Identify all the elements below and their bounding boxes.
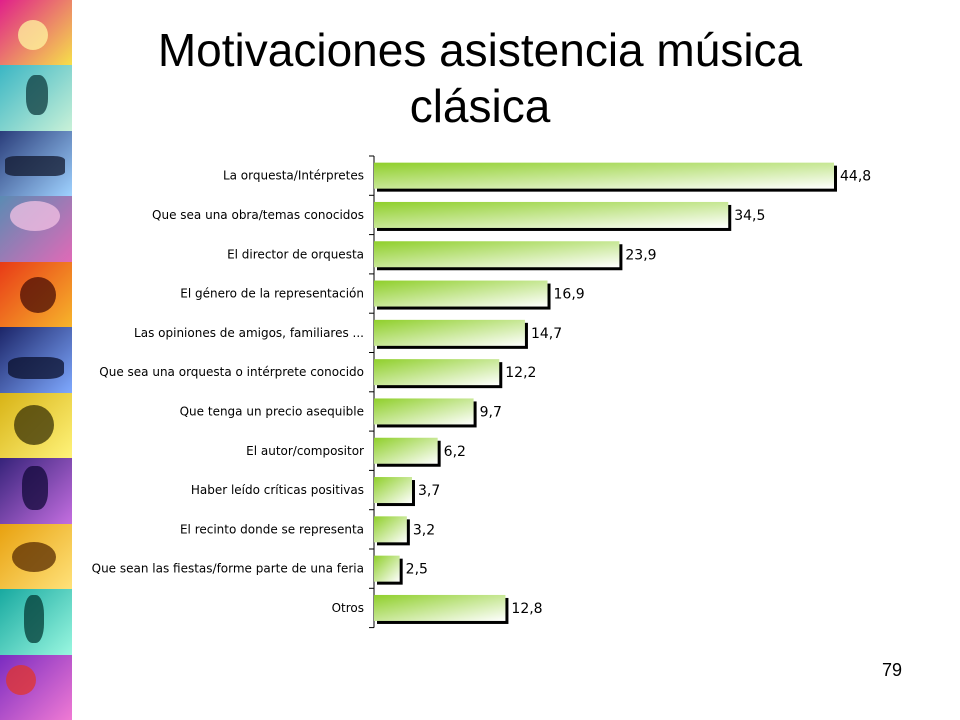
photo-tile	[0, 196, 72, 262]
photo-tile	[0, 392, 72, 459]
category-label: El género de la representación	[180, 287, 364, 301]
bar	[374, 555, 400, 582]
data-label: 3,7	[418, 483, 440, 499]
photo-tile	[0, 65, 72, 131]
data-label: 2,5	[406, 562, 428, 578]
data-label: 14,7	[531, 326, 562, 342]
data-label: 44,8	[840, 169, 871, 185]
category-label: El recinto donde se representa	[180, 522, 364, 536]
photo-tile	[0, 0, 72, 66]
slide-title: Motivaciones asistencia música clásica	[157, 24, 803, 132]
photo-tile	[0, 458, 72, 524]
category-label: Que tenga un precio asequible	[180, 404, 364, 418]
data-label: 12,2	[505, 365, 536, 381]
page-number: 79	[881, 660, 902, 680]
category-label: Las opiniones de amigos, familiares ...	[134, 326, 364, 340]
category-label: Que sea una orquesta o intérprete conoci…	[99, 365, 364, 379]
photo-tile	[0, 261, 72, 328]
bar	[374, 359, 500, 386]
bar	[374, 477, 412, 504]
photo-tile	[0, 130, 72, 197]
bar	[374, 398, 474, 425]
category-label: Que sean las fiestas/forme parte de una …	[92, 562, 364, 576]
data-label: 16,9	[554, 287, 585, 303]
bar	[374, 280, 548, 307]
decorative-photo-strip	[0, 0, 72, 720]
category-label: Otros	[332, 601, 364, 615]
category-label: El director de orquesta	[227, 247, 364, 261]
data-label: 9,7	[480, 404, 502, 420]
photo-tile	[0, 523, 72, 590]
bar	[374, 201, 729, 228]
data-label: 3,2	[413, 522, 435, 538]
bar	[374, 437, 438, 464]
bar	[374, 516, 407, 543]
data-label: 12,8	[511, 601, 542, 617]
photo-tile	[0, 327, 72, 393]
category-label: Haber leído críticas positivas	[191, 483, 364, 497]
photo-tile	[0, 654, 72, 720]
bar	[374, 241, 620, 268]
data-label: 6,2	[444, 444, 466, 460]
category-label: El autor/compositor	[246, 444, 364, 458]
category-label: Que sea una obra/temas conocidos	[152, 208, 364, 222]
data-label: 23,9	[625, 247, 656, 263]
bar	[374, 162, 834, 189]
bar	[374, 319, 525, 346]
data-label: 34,5	[734, 208, 765, 224]
category-label: La orquesta/Intérpretes	[223, 169, 364, 183]
bar	[374, 594, 506, 621]
photo-tile	[0, 589, 72, 655]
